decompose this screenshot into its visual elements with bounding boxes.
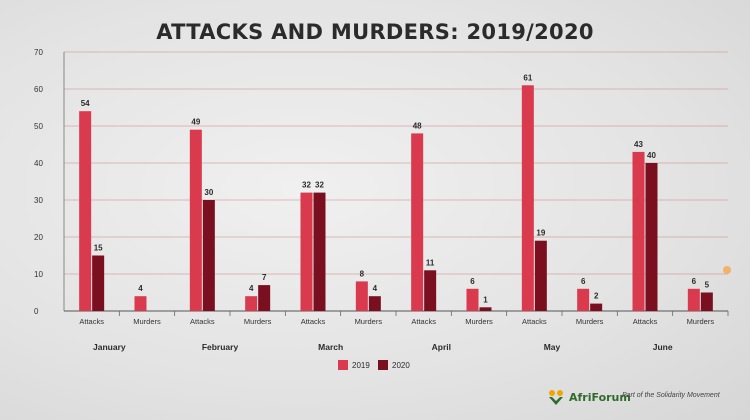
decorative-dot: [723, 266, 731, 274]
brand-name: AfriForum: [569, 390, 631, 404]
legend-label: 2020: [392, 361, 410, 370]
data-label: 32: [302, 181, 311, 190]
month-label: January: [93, 342, 126, 352]
bar-2020: [645, 163, 658, 311]
bar-2020: [92, 255, 105, 311]
month-label: June: [653, 342, 673, 352]
subcategory-label: Attacks: [522, 317, 547, 326]
data-label: 49: [191, 118, 200, 127]
bar-2019: [411, 133, 424, 311]
y-tick-label: 70: [34, 48, 43, 57]
data-label: 1: [483, 295, 488, 304]
subcategory-label: Murders: [465, 317, 493, 326]
bar-2019: [134, 296, 147, 311]
bar-2019: [245, 296, 258, 311]
data-label: 4: [373, 284, 378, 293]
data-label: 54: [81, 99, 90, 108]
bar-2020: [700, 292, 713, 311]
bar-2019: [466, 288, 479, 311]
legend-swatch-2020: [378, 360, 388, 370]
bar-2020: [534, 240, 547, 311]
data-label: 4: [249, 284, 254, 293]
bar-2020: [258, 285, 271, 311]
brand-tagline: Part of the Solidarity Movement: [622, 392, 720, 399]
bar-2019: [521, 85, 534, 311]
afriforum-logo-icon: [549, 390, 563, 405]
data-label: 15: [94, 244, 103, 253]
y-tick-label: 40: [34, 159, 43, 168]
subcategory-label: Murders: [687, 317, 715, 326]
bar-2019: [300, 192, 313, 311]
data-label: 61: [523, 73, 532, 82]
month-label: February: [202, 342, 239, 352]
data-label: 6: [470, 277, 475, 286]
bar-2020: [202, 200, 215, 311]
data-label: 19: [536, 229, 545, 238]
data-label: 4: [138, 284, 143, 293]
bar-2019: [79, 111, 92, 311]
bar-2020: [368, 296, 381, 311]
data-label: 5: [705, 281, 710, 290]
data-label: 6: [692, 277, 697, 286]
data-label: 11: [426, 258, 435, 267]
y-tick-label: 30: [34, 196, 43, 205]
bar-2019: [632, 151, 645, 311]
subcategory-label: Murders: [576, 317, 604, 326]
subcategory-label: Murders: [244, 317, 272, 326]
bar-2020: [424, 270, 437, 311]
data-label: 8: [360, 269, 365, 278]
y-tick-label: 50: [34, 122, 43, 131]
data-label: 43: [634, 140, 643, 149]
bar-2020: [590, 303, 603, 311]
legend-label: 2019: [352, 361, 370, 370]
legend-swatch-2019: [338, 360, 348, 370]
data-label: 32: [315, 181, 324, 190]
subcategory-label: Attacks: [301, 317, 326, 326]
subcategory-label: Attacks: [79, 317, 104, 326]
y-tick-label: 60: [34, 85, 43, 94]
data-label: 40: [647, 151, 656, 160]
brand-logo: AfriForum: [546, 386, 631, 408]
bar-2019: [189, 129, 202, 311]
data-label: 7: [262, 273, 267, 282]
y-tick-label: 20: [34, 233, 43, 242]
bar-2020: [479, 307, 492, 311]
y-tick-label: 0: [34, 307, 39, 316]
y-tick-label: 10: [34, 270, 43, 279]
bar-2019: [687, 288, 700, 311]
subcategory-label: Murders: [133, 317, 161, 326]
subcategory-label: Attacks: [190, 317, 215, 326]
subcategory-label: Attacks: [633, 317, 658, 326]
month-label: March: [318, 342, 343, 352]
bar-2019: [355, 281, 368, 311]
data-label: 30: [204, 188, 213, 197]
data-label: 2: [594, 292, 599, 301]
subcategory-label: Attacks: [411, 317, 436, 326]
month-label: May: [544, 342, 561, 352]
data-label: 6: [581, 277, 586, 286]
chart-title: ATTACKS AND MURDERS: 2019/2020: [156, 20, 594, 44]
data-label: 48: [413, 121, 422, 130]
subcategory-label: Murders: [355, 317, 383, 326]
month-label: April: [432, 342, 451, 352]
bar-2020: [313, 192, 326, 311]
bar-2019: [577, 288, 590, 311]
